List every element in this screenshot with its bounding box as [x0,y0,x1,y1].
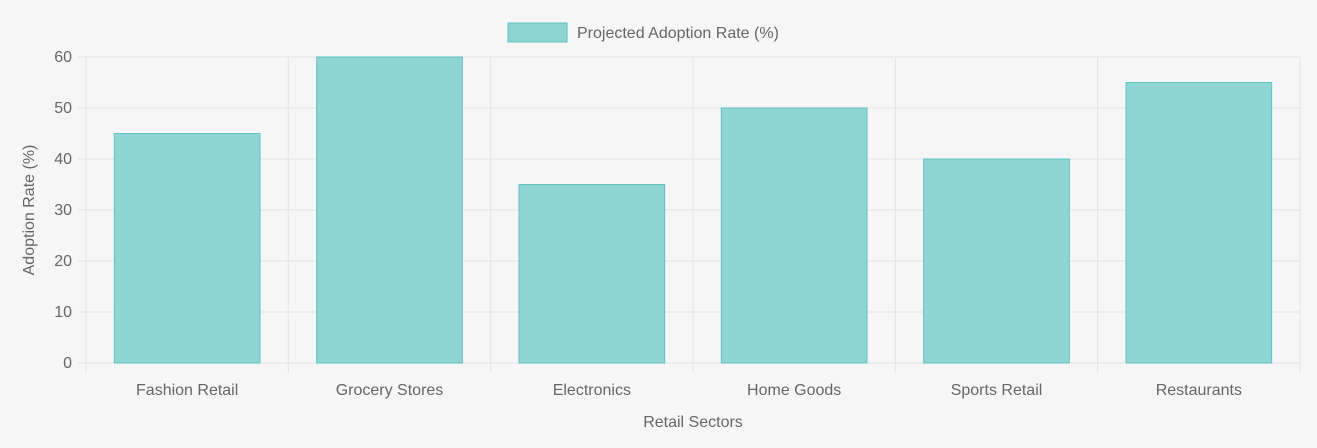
legend[interactable]: Projected Adoption Rate (%) [507,22,779,43]
y-axis-ticks: 0 10 20 30 40 50 60 [54,49,72,372]
x-axis-title: Retail Sectors [643,414,743,431]
y-tick-label: 20 [54,253,72,270]
x-tick-label: Fashion Retail [136,382,238,399]
y-tick-label: 50 [54,100,72,117]
bar[interactable] [518,184,666,364]
bar[interactable] [113,133,261,364]
x-tick-label: Grocery Stores [336,382,444,399]
y-tick-label: 30 [54,202,72,219]
grid-lines [78,56,1301,373]
x-tick-label: Restaurants [1156,382,1242,399]
y-tick-label: 10 [54,304,72,321]
bar[interactable] [316,56,463,364]
y-tick-label: 40 [54,151,72,168]
x-tick-label: Electronics [553,382,631,399]
bar[interactable] [1125,82,1273,364]
bar[interactable] [720,107,868,364]
x-axis-ticks: Fashion Retail Grocery Stores Electronics H… [136,382,1242,399]
y-tick-label: 60 [54,49,72,66]
x-tick-label: Sports Retail [951,382,1043,399]
y-tick-label: 0 [63,355,72,372]
bar[interactable] [923,158,1070,364]
legend-swatch[interactable] [507,22,568,43]
x-tick-label: Home Goods [747,382,841,399]
bars [113,56,1273,364]
y-axis-title: Adoption Rate (%) [21,145,38,276]
legend-label[interactable]: Projected Adoption Rate (%) [577,25,779,42]
